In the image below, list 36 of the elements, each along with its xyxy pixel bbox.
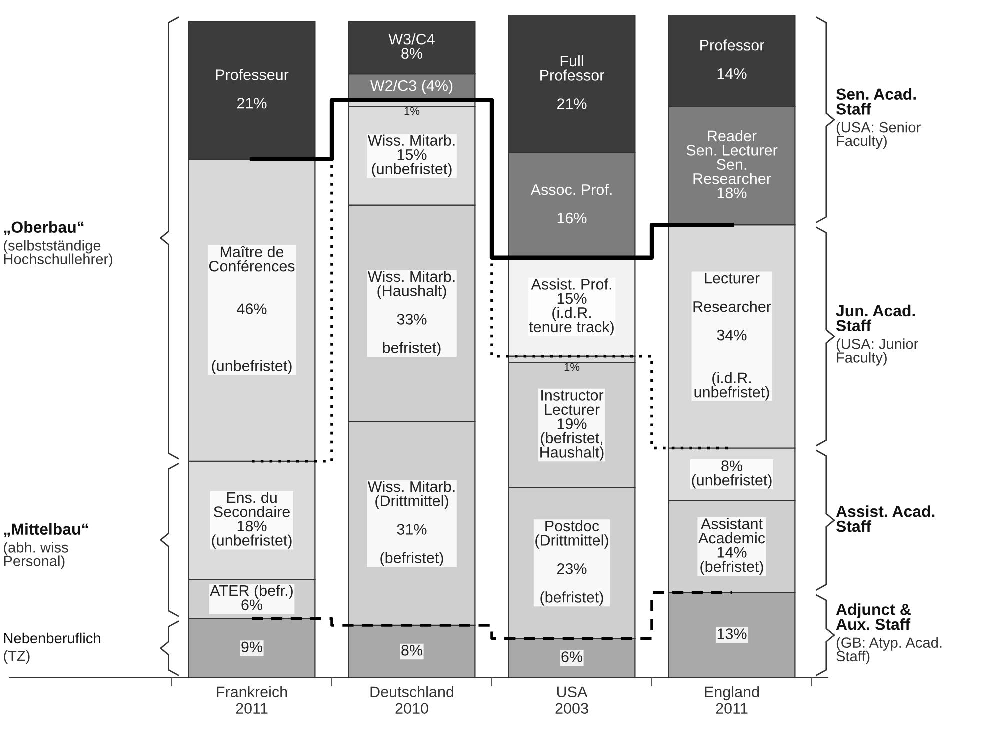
data-label: Professor 14% bbox=[700, 40, 764, 80]
data-label: 9% bbox=[242, 642, 262, 653]
data-label: 8% (unbefristet) bbox=[692, 460, 772, 489]
x-tick-label: Deutschland 2010 bbox=[370, 686, 454, 714]
x-tick-label: Frankreich 2011 bbox=[217, 686, 288, 714]
data-label: Wiss. Mitarb. (Haushalt) 33% befristet) bbox=[368, 270, 455, 356]
x-tick-label: USA 2003 bbox=[556, 686, 588, 714]
text: Jun. Acad. Staff (USA: Junior Faculty) bbox=[836, 304, 918, 366]
data-label: Assoc. Prof. 16% bbox=[530, 184, 612, 224]
data-label: 8% bbox=[402, 645, 422, 656]
data-label: Instructor Lecturer 19% (befristet, Haushalt) bbox=[540, 390, 604, 461]
data-label: Ens. du Secondaire 18% (unbefristet) bbox=[212, 492, 292, 549]
data-label: 6% bbox=[562, 652, 582, 662]
data-label: 1% bbox=[404, 107, 420, 116]
data-label: Professeur 21% bbox=[216, 69, 289, 109]
data-label: Postdoc (Drittmittel) 23% (befristet) bbox=[536, 520, 608, 606]
data-label: Reader Sen. Lecturer Sen. Researcher 18% bbox=[686, 130, 778, 199]
x-tick-label: England 2011 bbox=[705, 686, 760, 714]
data-label: Full Professor 21% bbox=[540, 55, 604, 110]
data-label: Wiss. Mitarb. (Drittmittel) 31% (befristet) bbox=[368, 481, 455, 566]
text: Maître de Conférences 46% (unbefristet) bbox=[209, 246, 295, 374]
text: Adjunct & Aux. Staff (GB: Atyp. Acad. Staff) bbox=[836, 604, 942, 664]
text: Nebenberuflich (TZ) bbox=[4, 632, 100, 664]
text: „Oberbau“ (selbstständige Hochschullehrer) bbox=[4, 221, 113, 268]
data-label: ATER (befr.) 6% bbox=[210, 584, 293, 610]
text: Sen. Acad. Staff (USA: Senior Faculty) bbox=[836, 88, 921, 150]
data-label: 13% bbox=[718, 628, 747, 640]
data-label: W2/C3 (4%) bbox=[370, 80, 453, 94]
text: Assist. Acad. Staff bbox=[836, 506, 935, 532]
text: Lecturer Researcher 34% (i.d.R. unbefristet) bbox=[694, 273, 772, 401]
data-label: 1% bbox=[564, 363, 580, 372]
data-label: Wiss. Mitarb. 15% (unbefristet) bbox=[368, 134, 455, 178]
data-label: Assistant Academic 14% (befristet) bbox=[698, 518, 766, 576]
data-label: Assist. Prof. 15% (i.d.R. tenure track) bbox=[529, 278, 614, 336]
text: „Mittelbau“ (abh. wiss Personal) bbox=[4, 523, 88, 570]
data-label: W3/C4 8% bbox=[388, 34, 435, 60]
